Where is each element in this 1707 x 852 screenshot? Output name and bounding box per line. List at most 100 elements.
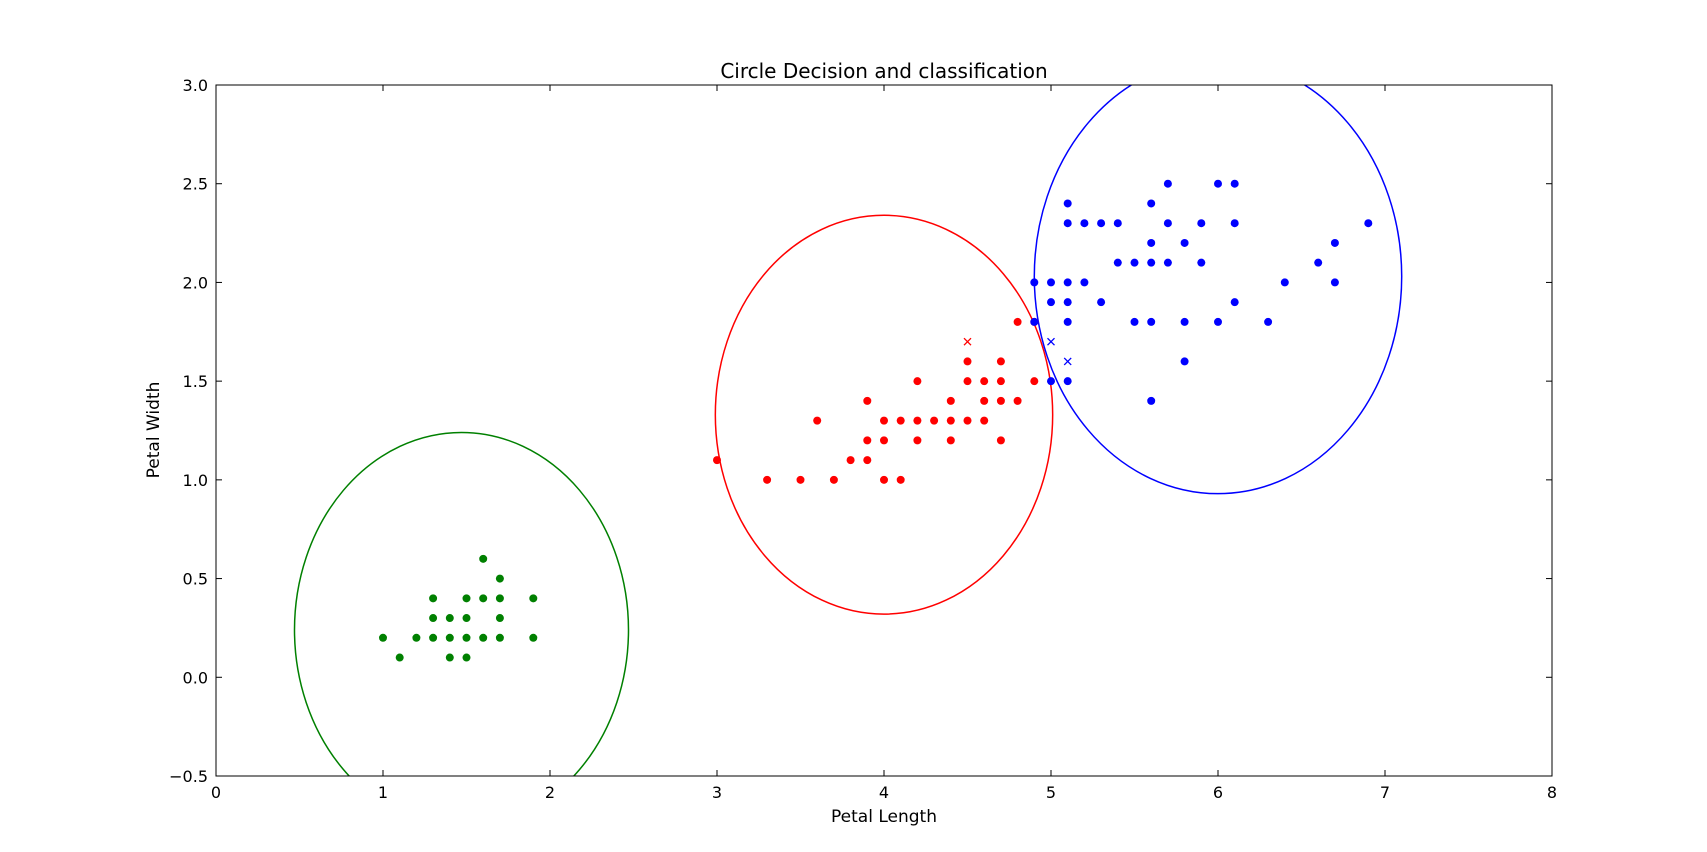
data-point bbox=[880, 475, 888, 484]
data-point bbox=[963, 357, 972, 366]
data-point bbox=[1364, 219, 1373, 228]
misclassified-point bbox=[1047, 337, 1055, 346]
data-point bbox=[445, 653, 454, 662]
data-point bbox=[395, 653, 404, 662]
data-point bbox=[1013, 317, 1022, 326]
data-point bbox=[996, 377, 1005, 386]
data-point bbox=[1230, 298, 1239, 307]
data-point bbox=[896, 416, 905, 425]
data-point bbox=[462, 633, 471, 642]
data-point bbox=[880, 436, 888, 445]
data-point bbox=[1063, 278, 1072, 287]
data-point bbox=[1214, 317, 1222, 326]
x-tick-label: 0 bbox=[211, 783, 221, 802]
misclassified-point bbox=[1063, 357, 1072, 366]
data-point bbox=[1147, 317, 1156, 326]
data-point bbox=[1264, 317, 1273, 326]
data-point bbox=[996, 357, 1005, 366]
data-point bbox=[462, 614, 471, 623]
data-point bbox=[946, 436, 955, 445]
x-tick-label: 6 bbox=[1213, 783, 1223, 802]
data-point bbox=[1180, 238, 1189, 247]
y-tick-label: 3.0 bbox=[183, 76, 208, 95]
data-point bbox=[863, 436, 872, 445]
data-point bbox=[495, 594, 504, 603]
data-point bbox=[1330, 238, 1339, 247]
data-point bbox=[429, 594, 438, 603]
y-tick-label: 0.5 bbox=[183, 570, 208, 589]
data-point bbox=[1163, 179, 1172, 188]
x-tick-label: 1 bbox=[378, 783, 388, 802]
misclassified-point bbox=[963, 337, 972, 346]
data-point bbox=[1230, 219, 1239, 228]
data-point bbox=[913, 377, 922, 386]
data-point bbox=[429, 614, 438, 623]
data-point bbox=[1214, 179, 1222, 188]
data-point bbox=[1280, 278, 1289, 287]
data-point bbox=[713, 456, 721, 465]
x-tick-label: 3 bbox=[712, 783, 722, 802]
data-point bbox=[896, 475, 905, 484]
data-point bbox=[412, 633, 421, 642]
data-point bbox=[445, 614, 454, 623]
data-point bbox=[980, 416, 989, 425]
decision-circle-2 bbox=[714, 214, 1054, 615]
data-point bbox=[1030, 377, 1039, 386]
data-point bbox=[813, 416, 822, 425]
data-point bbox=[379, 633, 387, 642]
data-point bbox=[863, 456, 872, 465]
data-point bbox=[996, 396, 1005, 405]
data-point bbox=[1330, 278, 1339, 287]
data-point bbox=[479, 633, 488, 642]
y-tick-label: 2.0 bbox=[183, 273, 208, 292]
data-point bbox=[913, 416, 922, 425]
data-point bbox=[980, 396, 989, 405]
data-point bbox=[1080, 278, 1089, 287]
x-tick-label: 7 bbox=[1380, 783, 1390, 802]
x-tick-label: 8 bbox=[1547, 783, 1557, 802]
data-point bbox=[1197, 219, 1206, 228]
data-point bbox=[1130, 258, 1139, 267]
y-axis-label: Petal Width bbox=[144, 382, 164, 479]
data-point bbox=[1163, 258, 1172, 267]
data-point bbox=[1097, 219, 1106, 228]
plot-frame bbox=[215, 84, 1553, 777]
data-point bbox=[1030, 278, 1039, 287]
x-tick-label: 4 bbox=[879, 783, 889, 802]
data-point bbox=[946, 416, 955, 425]
data-point bbox=[863, 396, 872, 405]
data-point bbox=[1113, 258, 1122, 267]
data-point bbox=[1147, 258, 1156, 267]
data-point bbox=[429, 633, 438, 642]
data-point bbox=[963, 416, 972, 425]
data-point bbox=[1063, 219, 1072, 228]
data-point bbox=[1080, 219, 1089, 228]
data-point bbox=[479, 554, 488, 563]
data-point bbox=[495, 633, 504, 642]
data-point bbox=[946, 396, 955, 405]
data-point bbox=[495, 574, 504, 583]
data-point bbox=[880, 416, 888, 425]
y-axis: −0.5 0.0 0.5 1.0 1.5 2.0 2.5 3.0 bbox=[169, 76, 1552, 786]
data-point bbox=[996, 436, 1005, 445]
data-point bbox=[1180, 317, 1189, 326]
data-point bbox=[1180, 357, 1189, 366]
data-point bbox=[1130, 317, 1139, 326]
data-point bbox=[846, 456, 855, 465]
x-tick-label: 2 bbox=[545, 783, 555, 802]
data-point bbox=[913, 436, 922, 445]
data-point bbox=[462, 594, 471, 603]
decision-circles bbox=[293, 85, 1403, 776]
data-point bbox=[1163, 219, 1172, 228]
y-tick-label: 2.5 bbox=[183, 175, 208, 194]
data-point bbox=[763, 475, 772, 484]
data-point bbox=[462, 653, 471, 662]
data-point bbox=[529, 594, 538, 603]
data-point bbox=[1230, 179, 1239, 188]
data-point bbox=[930, 416, 939, 425]
data-point bbox=[1097, 298, 1106, 307]
decision-circle-1 bbox=[293, 431, 630, 776]
decision-circle-3 bbox=[1033, 85, 1403, 495]
data-point bbox=[1047, 377, 1055, 386]
y-tick-label: 1.0 bbox=[183, 471, 208, 490]
